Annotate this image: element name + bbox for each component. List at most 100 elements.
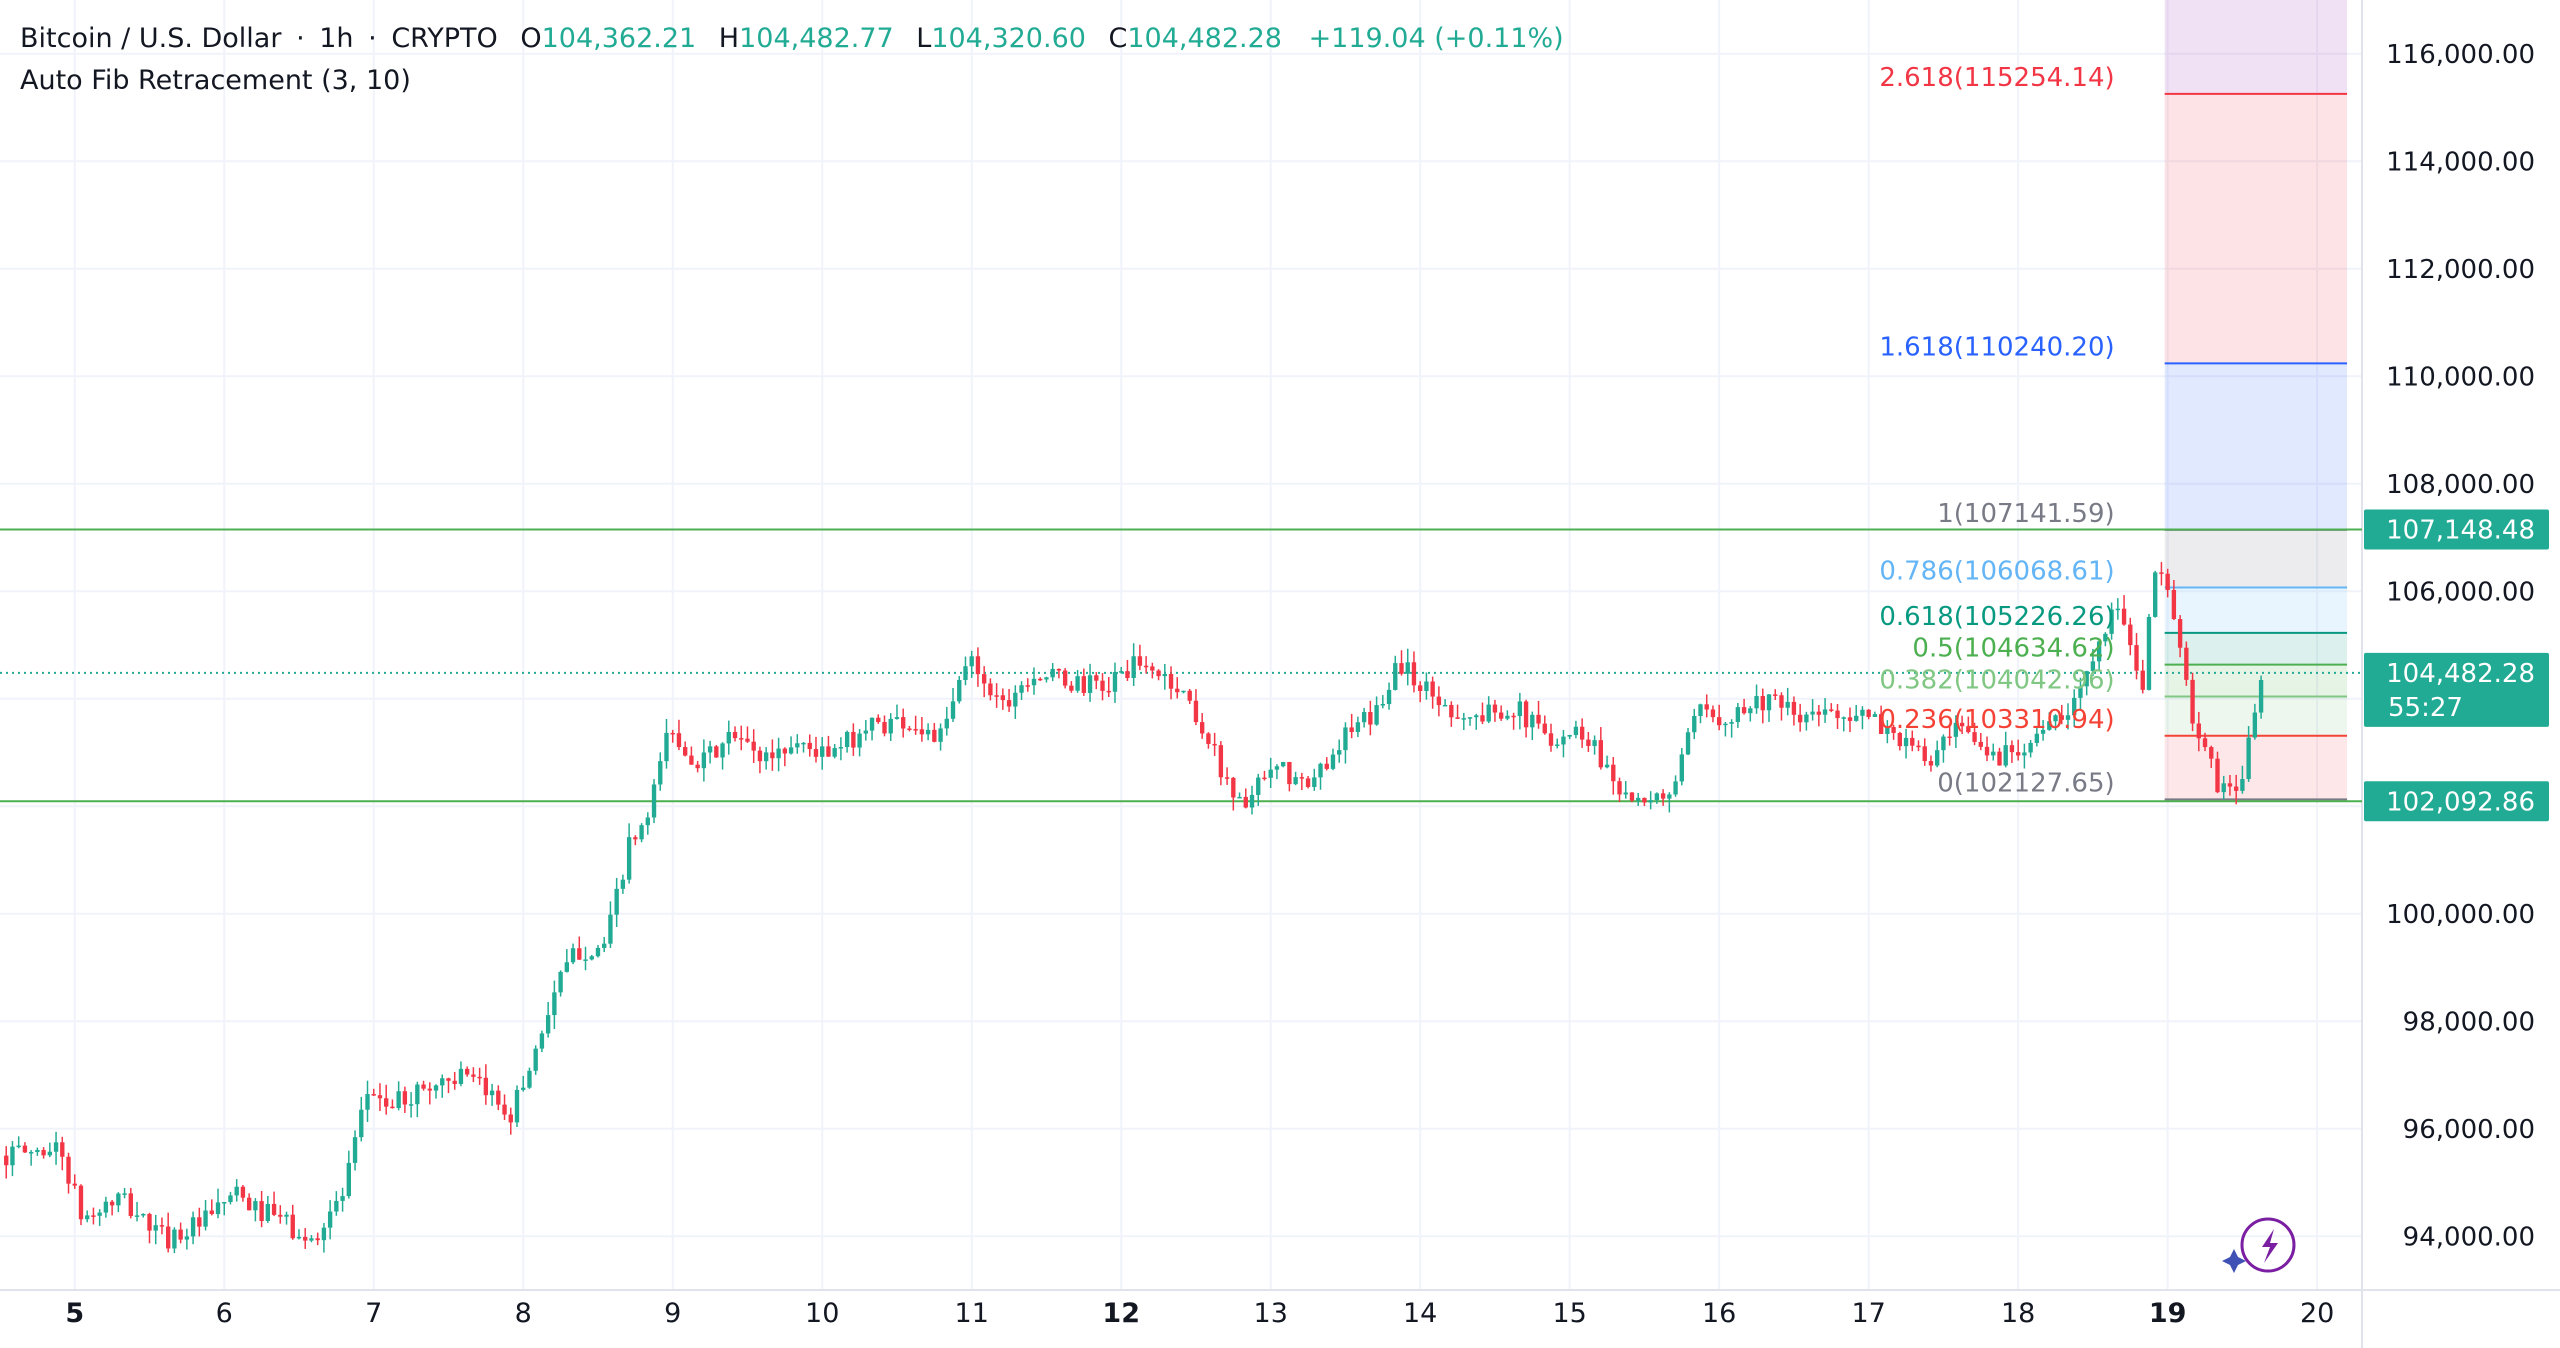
candle-body — [807, 742, 812, 750]
time-tick-label: 14 — [1403, 1298, 1437, 1329]
candle-body — [2215, 758, 2220, 793]
candle-body — [1978, 741, 1983, 747]
candle-body — [184, 1236, 190, 1240]
candle-body — [888, 718, 893, 734]
candle-body — [801, 742, 806, 745]
candle-body — [720, 743, 725, 758]
candle-body — [1119, 671, 1124, 673]
time-axis[interactable]: 5 6 7 8 9 10 11 12 13 14 15 16 17 18 19 20 — [65, 1298, 2334, 1329]
candle-body — [1891, 727, 1896, 733]
candle-body — [47, 1151, 53, 1156]
price-tick-label: 114,000.00 — [2386, 147, 2535, 177]
candle-body — [1947, 736, 1952, 739]
candle-body — [271, 1203, 277, 1215]
low-label: L — [916, 23, 932, 54]
fib-label-0: 0(102127.65) — [1937, 768, 2114, 798]
candle-body — [1991, 751, 1996, 756]
candle-body — [2109, 609, 2114, 634]
candle-body — [1386, 689, 1392, 705]
candle-body — [739, 738, 744, 740]
candle-body — [28, 1151, 34, 1154]
candle-body — [1044, 677, 1049, 680]
price-tick-label: 116,000.00 — [2386, 40, 2535, 70]
candle-body — [1368, 712, 1373, 725]
candle-body — [944, 718, 949, 729]
candle-body — [290, 1214, 295, 1239]
candle-body — [1150, 666, 1155, 671]
candle-body — [1237, 796, 1242, 799]
candle-body — [714, 746, 719, 758]
candle-body — [1586, 739, 1591, 746]
candle-body — [2165, 573, 2170, 591]
fib-label-0-236: 0.236(103310.94) — [1879, 705, 2114, 735]
candle-body — [658, 761, 663, 785]
candle-body — [1779, 695, 1784, 708]
candle-body — [2090, 661, 2096, 672]
symbol-name[interactable]: Bitcoin / U.S. Dollar — [20, 23, 282, 54]
candle-body — [695, 764, 700, 769]
time-tick-label: 5 — [65, 1298, 84, 1329]
candle-body — [1773, 694, 1778, 696]
exchange: CRYPTO — [391, 23, 498, 54]
candle-body — [1125, 671, 1130, 678]
candle-body — [1704, 704, 1709, 710]
high-value: 104,482.77 — [739, 23, 894, 54]
candle-body — [203, 1210, 208, 1227]
price-axis[interactable]: 94,000.00 96,000.00 98,000.00 100,000.00 106… — [2386, 40, 2535, 1253]
candle-body — [60, 1142, 65, 1157]
candle-body — [1916, 745, 1921, 748]
candle-body — [1218, 745, 1224, 778]
candle-body — [147, 1214, 152, 1231]
indicator-title[interactable]: Auto Fib Retracement (3, 10) — [20, 65, 411, 96]
candle-body — [41, 1149, 46, 1156]
candle-body — [1193, 700, 1199, 723]
candle-body — [925, 729, 931, 735]
candle-body — [1972, 732, 1977, 742]
candle-body — [602, 943, 607, 948]
candle-body — [1922, 746, 1927, 762]
candle-body — [639, 825, 644, 840]
candle-body — [1243, 796, 1248, 808]
candle-body — [2252, 712, 2258, 738]
last-price-label-bg — [2364, 652, 2549, 727]
separator-dot: · — [368, 23, 377, 54]
candle-body — [1143, 665, 1149, 668]
candle-body — [2240, 778, 2245, 791]
price-tick-label: 98,000.00 — [2403, 1007, 2535, 1037]
interval[interactable]: 1h — [319, 23, 354, 54]
candle-body — [907, 728, 912, 730]
candle-body — [1480, 715, 1485, 722]
candle-body — [408, 1104, 414, 1106]
candle-body — [153, 1225, 158, 1231]
candle-body — [1343, 727, 1348, 751]
candle-body — [564, 962, 570, 972]
candle-body — [1673, 781, 1678, 795]
candle-body — [1555, 744, 1560, 746]
candle-body — [1611, 764, 1616, 782]
candle-body — [346, 1162, 351, 1197]
candle-body — [2028, 742, 2033, 753]
candle-body — [1137, 656, 1143, 666]
candle-body — [433, 1085, 439, 1091]
candle-body — [1660, 793, 1666, 799]
fib-zone — [2164, 735, 2348, 800]
fib-label-0-5: 0.5(104634.62) — [1912, 634, 2114, 664]
candle-body — [440, 1078, 445, 1086]
candle-body — [795, 743, 800, 748]
candle-body — [751, 741, 756, 751]
candle-body — [1536, 714, 1541, 724]
candle-body — [1268, 769, 1273, 778]
candle-body — [1075, 676, 1080, 691]
candle-body — [384, 1098, 389, 1107]
lightning-sparkle-icon[interactable] — [2222, 1217, 2296, 1273]
candle-body — [2146, 616, 2152, 690]
candle-body — [109, 1201, 115, 1206]
candle-body — [1897, 732, 1902, 747]
candle-body — [340, 1196, 345, 1201]
time-tick-label: 6 — [216, 1298, 233, 1329]
candle-body — [1716, 717, 1722, 726]
candle-body — [489, 1090, 495, 1096]
candle-body — [1966, 726, 1971, 733]
candle-body — [1274, 766, 1280, 770]
